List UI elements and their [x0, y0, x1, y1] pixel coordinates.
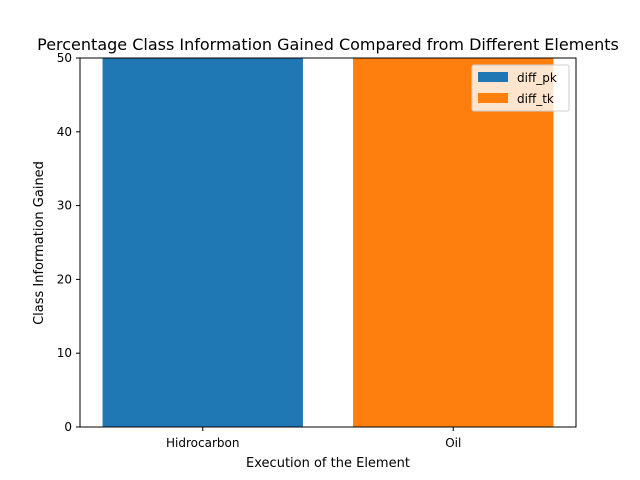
bar-diff-tk	[353, 58, 554, 427]
bars-group	[102, 58, 554, 427]
y-tick-label: 40	[57, 125, 72, 139]
legend-label-diff-tk: diff_tk	[517, 92, 554, 106]
y-tick-label: 50	[57, 51, 72, 65]
legend: diff_pk diff_tk	[471, 64, 570, 112]
ticks-group: 0 10 20 30 40 50 Hidrocarbon Oil	[57, 51, 462, 450]
chart-title: Percentage Class Information Gained Comp…	[37, 35, 619, 54]
y-tick-label: 20	[57, 272, 72, 286]
bar-diff-pk	[102, 58, 303, 427]
legend-swatch-diff-tk	[478, 93, 508, 103]
y-tick-label: 30	[57, 199, 72, 213]
legend-label-diff-pk: diff_pk	[517, 71, 557, 85]
x-tick-label: Oil	[445, 436, 461, 450]
x-tick-label: Hidrocarbon	[166, 436, 239, 450]
y-tick-label: 10	[57, 346, 72, 360]
x-axis-label: Execution of the Element	[246, 456, 410, 471]
legend-swatch-diff-pk	[478, 72, 508, 82]
y-tick-label: 0	[64, 420, 72, 434]
y-axis-label: Class Information Gained	[32, 161, 47, 325]
axes-frame	[79, 57, 577, 428]
